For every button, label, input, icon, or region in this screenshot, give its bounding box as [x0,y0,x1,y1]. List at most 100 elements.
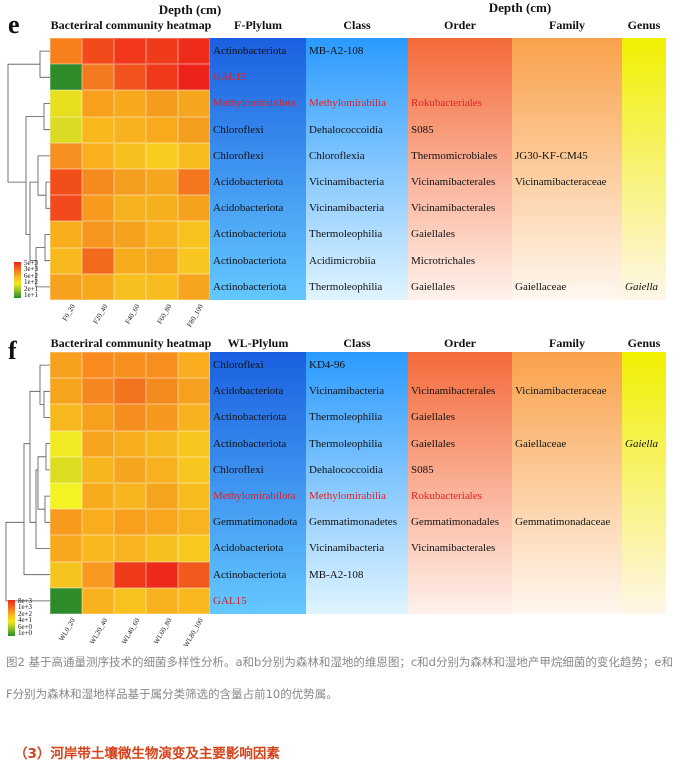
taxon-order: S085 [411,463,434,476]
heatmap-cell [114,38,146,65]
figure-caption: 图2 基于高通量测序技术的细菌多样性分析。a和b分别为森林和湿地的维恩图；c和d… [6,655,674,701]
col-header-order: Order [444,18,476,32]
column-band-class [306,352,408,614]
dendrogram-branch [5,521,50,602]
taxon-order [408,38,512,64]
taxon-family [512,90,622,116]
taxon-family [512,483,622,509]
taxon-order [408,352,512,378]
taxon-order: Gaiellales [411,437,455,450]
heatmap-cell [178,169,210,196]
row-dendrogram [7,50,50,288]
taxon-family [512,588,622,614]
heatmap-cell [178,64,210,91]
taxon-order: Microtrichales [411,254,476,267]
taxon-family: Gaiellaceae [515,437,567,450]
taxon-family [512,38,622,64]
legend-colorbar [14,262,21,298]
taxon-phylum: Actinobacteriota [213,45,287,57]
heatmap-cell [50,38,82,65]
heatmap-cell [82,404,114,431]
heatmap-cell [50,535,82,562]
taxon-phylum: Acidobacteriota [213,385,284,398]
taxon-family: JG30-KF-CM45 [515,149,588,162]
taxon-family [512,117,622,143]
sample-axis: F0_20 F20_40 F40_60 F60_80 F80_100 [50,303,210,329]
taxon-order: Rokubacteriales [411,490,482,502]
taxon-genus [622,457,666,483]
heatmap-cell [50,169,82,196]
heatmap-cell [82,169,114,196]
heatmap-cell [50,483,82,510]
heatmap-cell [82,195,114,222]
taxon-genus [622,352,666,378]
taxon-genus [622,562,666,588]
taxon-order [408,562,512,588]
sample-tick-label: F40_60 [123,303,141,326]
dendrogram-branch [35,469,50,549]
taxon-class: MB-A2-108 [309,45,364,57]
heatmap-cell [82,247,114,274]
taxon-order: Vicinamibacterales [411,385,496,398]
taxon-class: Thermoleophilia [309,280,383,293]
taxon-phylum: Methylomirabilota [213,490,296,502]
heatmap-cell [114,247,146,274]
taxon-class: MB-A2-108 [309,568,364,581]
depth-title-left: Depth (cm) [158,2,222,17]
heatmap-cell [114,509,146,536]
legend-label: 6e+2 [24,271,39,280]
taxon-phylum: Actinobacteriota [213,228,287,241]
col-header-class: Class [343,336,371,350]
taxon-phylum: Acidobacteriota [213,542,284,555]
heatmap-cell [114,221,146,248]
legend-label: 8e+3 [18,597,33,605]
panel-letter: f [8,336,17,365]
taxon-family [512,535,622,561]
column-band-family [512,352,622,614]
heatmap-cell [114,352,146,379]
taxon-genus [622,509,666,535]
taxon-order: Rokubacteriales [411,97,482,110]
taxon-order [408,588,512,614]
heatmap-cell [146,509,178,536]
legend-label: 2e+2 [18,609,33,618]
heatmap-cell [50,273,82,300]
taxon-class: Vicinamibacteria [309,542,385,555]
taxon-genus [622,143,666,169]
heatmap-cell [114,456,146,483]
sample-tick-label: WL20_40 [87,617,109,646]
heatmap-cell [114,195,146,222]
taxon-class: Dehalococcoidia [309,123,383,136]
heatmap-cell [114,64,146,91]
legend-label: 4e+1 [18,616,33,625]
taxon-phylum: Actinobacteriota [213,568,287,581]
taxon-phylum: Chloroflexi [213,123,264,136]
sample-tick-label: F60_80 [155,303,173,326]
heatmap-grid [50,38,210,300]
heatmap-cell [82,483,114,510]
col-header-genus: Genus [627,18,661,32]
sample-axis: WL0_20 WL20_40 WL40_60 WL60_80 WL80_100 [50,617,210,649]
taxon-family [512,248,622,274]
heatmap-cell [114,169,146,196]
taxon-class: Thermoleophilia [309,437,383,450]
heatmap-cell [114,483,146,510]
heatmap-cell [178,142,210,169]
taxon-class: Acidimicrobiia [309,254,376,267]
dendrogram-branch [37,456,46,510]
sample-tick-label: WL80_100 [182,617,205,649]
heatmap-cell [146,90,178,117]
taxon-genus [622,38,666,64]
heatmap-cell [178,116,210,143]
heatmap-cell [82,352,114,379]
heatmap-cell [146,352,178,379]
taxon-phylum: Acidobacteriota [213,176,284,188]
heatmap-cell [146,64,178,91]
heatmap-cell [50,404,82,431]
taxon-genus [622,378,666,404]
taxon-phylum: Gemmatimonadota [213,516,298,529]
taxon-class: Dehalococcoidia [309,463,383,476]
taxon-phylum: Actinobacteriota [213,254,287,267]
heatmap-cell [82,561,114,588]
heatmap-cell [50,430,82,457]
